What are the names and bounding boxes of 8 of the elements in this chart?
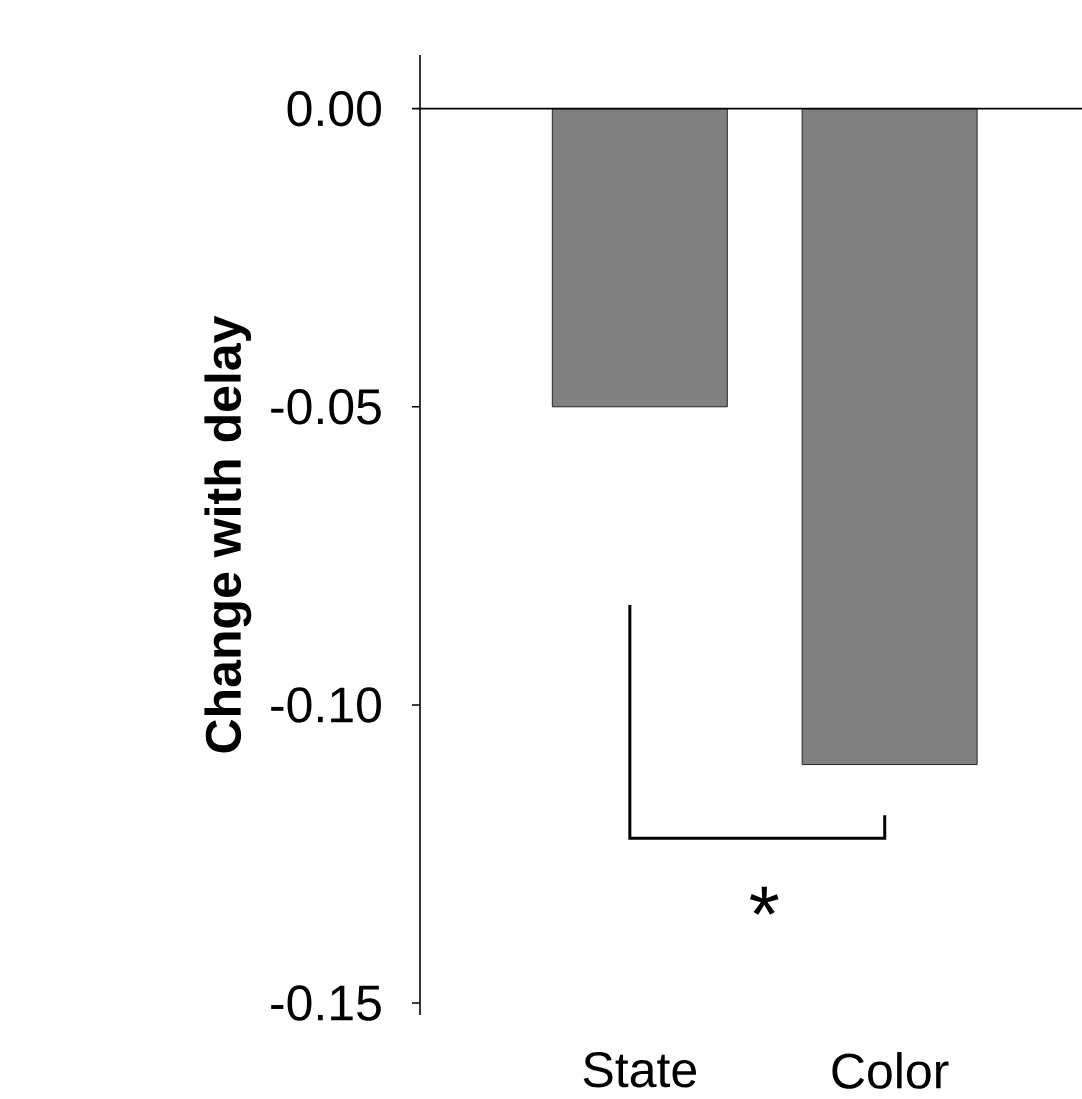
y-axis-title: Change with delay (204, 315, 252, 753)
y-tick-label: -0.15 (271, 985, 381, 1021)
y-tick-label: -0.05 (271, 389, 381, 425)
x-tick-label: State (583, 1052, 696, 1088)
y-tick-label: 0.00 (287, 90, 381, 127)
x-tick-label: Color (832, 1052, 949, 1089)
y-tick-label: -0.10 (271, 687, 381, 723)
annotation: * (749, 886, 779, 915)
